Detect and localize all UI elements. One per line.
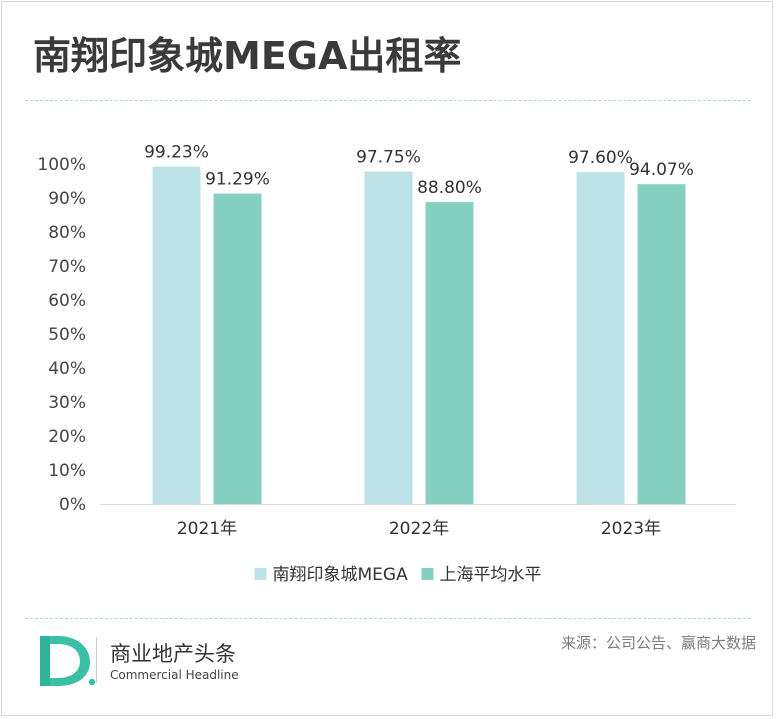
bar — [425, 202, 474, 504]
brand-name-en: Commercial Headline — [110, 668, 239, 682]
y-tick-label: 10% — [48, 461, 86, 481]
bar — [213, 193, 262, 504]
y-tick-label: 70% — [48, 257, 86, 277]
brand-separator — [96, 637, 97, 683]
data-label: 88.80% — [417, 178, 482, 198]
bar — [637, 184, 686, 505]
legend-swatch — [254, 568, 267, 580]
data-label: 97.75% — [356, 148, 421, 168]
data-label: 91.29% — [205, 170, 270, 190]
legend-label: 上海平均水平 — [440, 565, 542, 585]
y-tick-label: 0% — [59, 495, 86, 515]
chart-title: 南翔印象城MEGA出租率 — [33, 34, 462, 78]
y-tick-label: 90% — [48, 189, 86, 209]
data-label: 99.23% — [144, 143, 209, 163]
bar-chart: 0% 10% 20% 30% 40% 50% 60% 70% 80% 90% 100% 99.23% 9… — [37, 143, 736, 585]
y-tick-label: 20% — [48, 427, 86, 447]
legend-swatch — [421, 568, 434, 580]
bar — [152, 166, 201, 505]
source-note: 来源：公司公告、赢商大数据 — [560, 634, 756, 652]
legend-label: 南翔印象城MEGA — [273, 565, 409, 585]
y-tick-label: 100% — [37, 155, 86, 175]
top-divider — [25, 100, 751, 101]
brand-logo-icon — [40, 636, 96, 686]
x-tick-label: 2021年 — [177, 519, 237, 539]
x-tick-label: 2022年 — [389, 519, 449, 539]
data-label: 94.07% — [629, 160, 694, 180]
data-label: 97.60% — [568, 148, 633, 168]
y-tick-label: 40% — [48, 359, 86, 379]
logo-d-shape — [40, 636, 90, 686]
y-tick-label: 30% — [48, 393, 86, 413]
y-tick-label: 50% — [48, 325, 86, 345]
bar — [576, 172, 625, 504]
brand-name-cn: 商业地产头条 — [110, 642, 236, 666]
x-tick-label: 2023年 — [601, 519, 661, 539]
bottom-divider — [25, 618, 751, 619]
y-tick-label: 80% — [48, 223, 86, 243]
y-tick-label: 60% — [48, 291, 86, 311]
bar — [364, 171, 413, 504]
logo-d-stem — [40, 636, 50, 686]
logo-dot — [88, 678, 96, 686]
